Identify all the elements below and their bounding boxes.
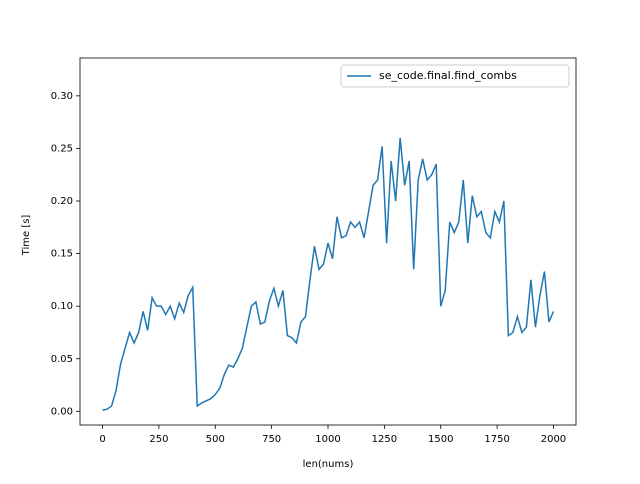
- x-tick-label: 250: [149, 434, 168, 445]
- x-tick-label: 1500: [428, 434, 453, 445]
- legend-label: se_code.final.find_combs: [379, 69, 517, 82]
- y-tick-label: 0.05: [51, 354, 73, 365]
- x-tick-label: 750: [262, 434, 281, 445]
- x-tick-label: 2000: [541, 434, 566, 445]
- y-tick-label: 0.15: [51, 249, 73, 260]
- x-tick-label: 1750: [484, 434, 509, 445]
- y-tick-label: 0.10: [51, 301, 73, 312]
- x-tick-label: 1000: [315, 434, 340, 445]
- y-tick-label: 0.00: [51, 406, 73, 417]
- plot-area: [79, 57, 577, 426]
- x-tick-label: 1250: [372, 434, 397, 445]
- y-axis-label: Time [s]: [21, 215, 32, 257]
- legend-box: [340, 64, 570, 88]
- x-tick-label: 0: [99, 434, 105, 445]
- x-tick-label: 500: [206, 434, 225, 445]
- line: [102, 137, 555, 412]
- y-tick-label: 0.20: [51, 196, 73, 207]
- y-tick-label: 0.30: [51, 91, 73, 102]
- x-axis-label: len(nums): [303, 459, 354, 470]
- y-tick-label: 0.25: [51, 143, 73, 154]
